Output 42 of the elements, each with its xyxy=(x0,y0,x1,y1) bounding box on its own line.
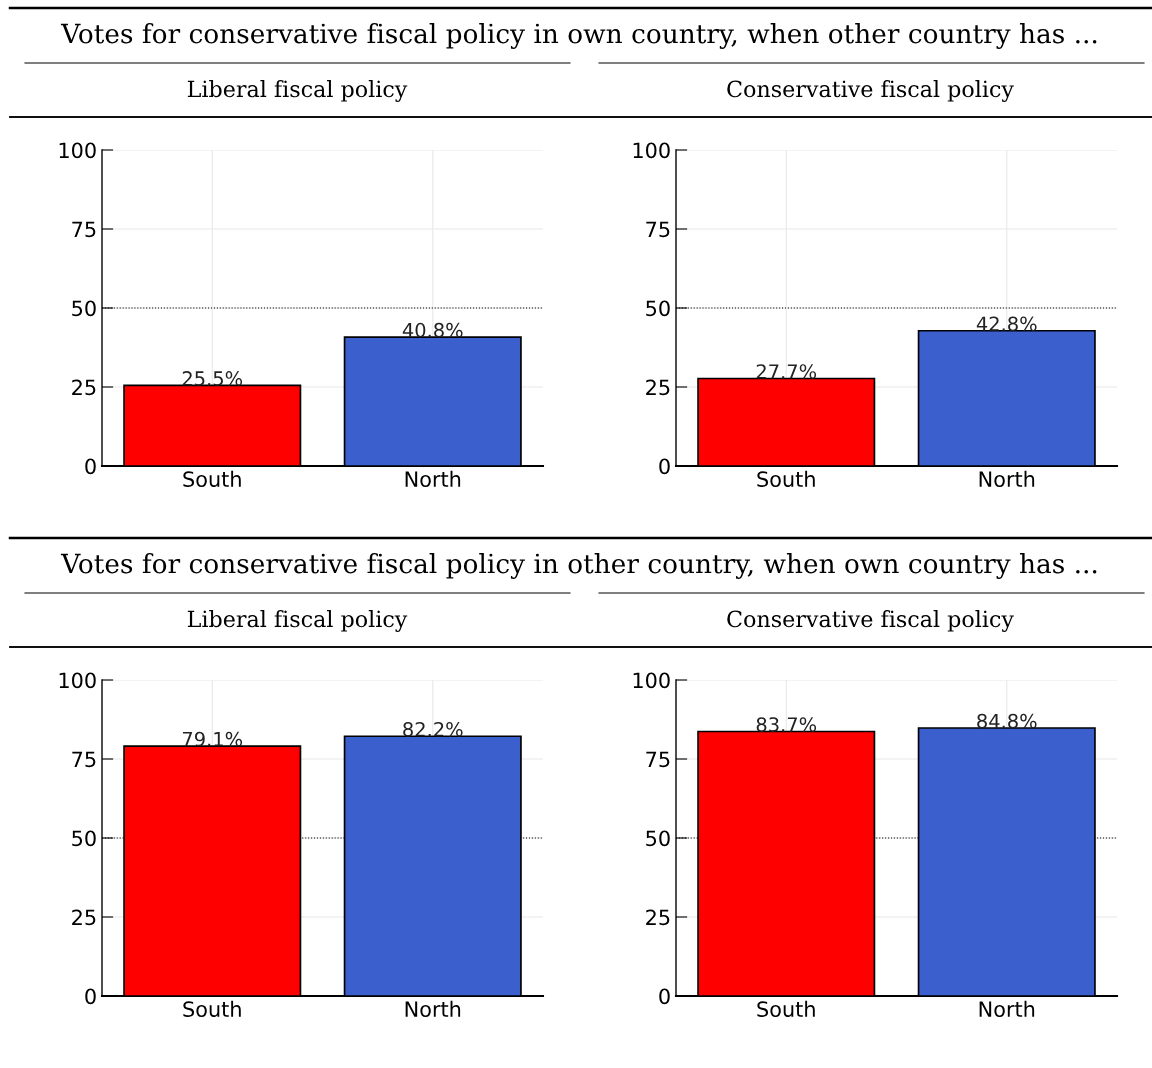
chart-title: Conservative fiscal policy xyxy=(727,610,1014,632)
x-tick-label: South xyxy=(757,1000,815,1017)
chart-title: Liberal fiscal policy xyxy=(187,80,408,102)
y-tick-label: 0 xyxy=(85,458,96,475)
data-label: 25.5% xyxy=(182,371,243,386)
x-tick-label: South xyxy=(183,1000,241,1017)
y-tick-label: 100 xyxy=(59,672,96,689)
text: Votes for conservative fiscal policy in other country, when own country has ... xyxy=(60,553,1097,579)
y-tick-label: 50 xyxy=(646,300,670,317)
x-tick-label: North xyxy=(979,470,1035,487)
x-tick-label: North xyxy=(979,1000,1035,1017)
y-tick-label: 50 xyxy=(72,830,96,847)
x-tick-label: South xyxy=(183,470,241,487)
y-tick-label: 100 xyxy=(59,142,96,159)
data-label: 40.8% xyxy=(402,322,463,338)
chart-title: Conservative fiscal policy xyxy=(727,80,1014,102)
y-tick-label: 0 xyxy=(659,458,670,475)
y-tick-label: 25 xyxy=(646,379,670,396)
data-label: 42.8% xyxy=(976,316,1037,332)
y-tick-label: 25 xyxy=(646,909,670,926)
text: Votes for conservative fiscal policy in own country, when other country has ... xyxy=(60,23,1097,49)
y-tick-label: 0 xyxy=(85,988,96,1005)
x-tick-label: North xyxy=(405,470,461,487)
y-tick-label: 50 xyxy=(72,300,96,317)
y-tick-label: 25 xyxy=(72,909,96,926)
x-tick-label: South xyxy=(757,470,815,487)
data-label: 82.2% xyxy=(403,721,463,737)
data-label: 83.7% xyxy=(756,717,817,732)
x-tick-label: North xyxy=(405,1000,461,1017)
y-tick-label: 100 xyxy=(633,672,670,689)
data-label: 27.7% xyxy=(756,364,817,379)
data-label: 79.1% xyxy=(182,731,243,747)
y-tick-label: 75 xyxy=(72,221,96,238)
y-tick-label: 75 xyxy=(646,751,670,768)
y-tick-label: 25 xyxy=(72,379,96,396)
y-tick-label: 50 xyxy=(646,830,670,847)
y-tick-label: 75 xyxy=(72,751,96,768)
y-tick-label: 75 xyxy=(646,221,670,238)
data-label: 84.8% xyxy=(977,713,1037,729)
chart-title: Liberal fiscal policy xyxy=(187,610,408,632)
y-tick-label: 0 xyxy=(659,988,670,1005)
y-tick-label: 100 xyxy=(633,142,670,159)
